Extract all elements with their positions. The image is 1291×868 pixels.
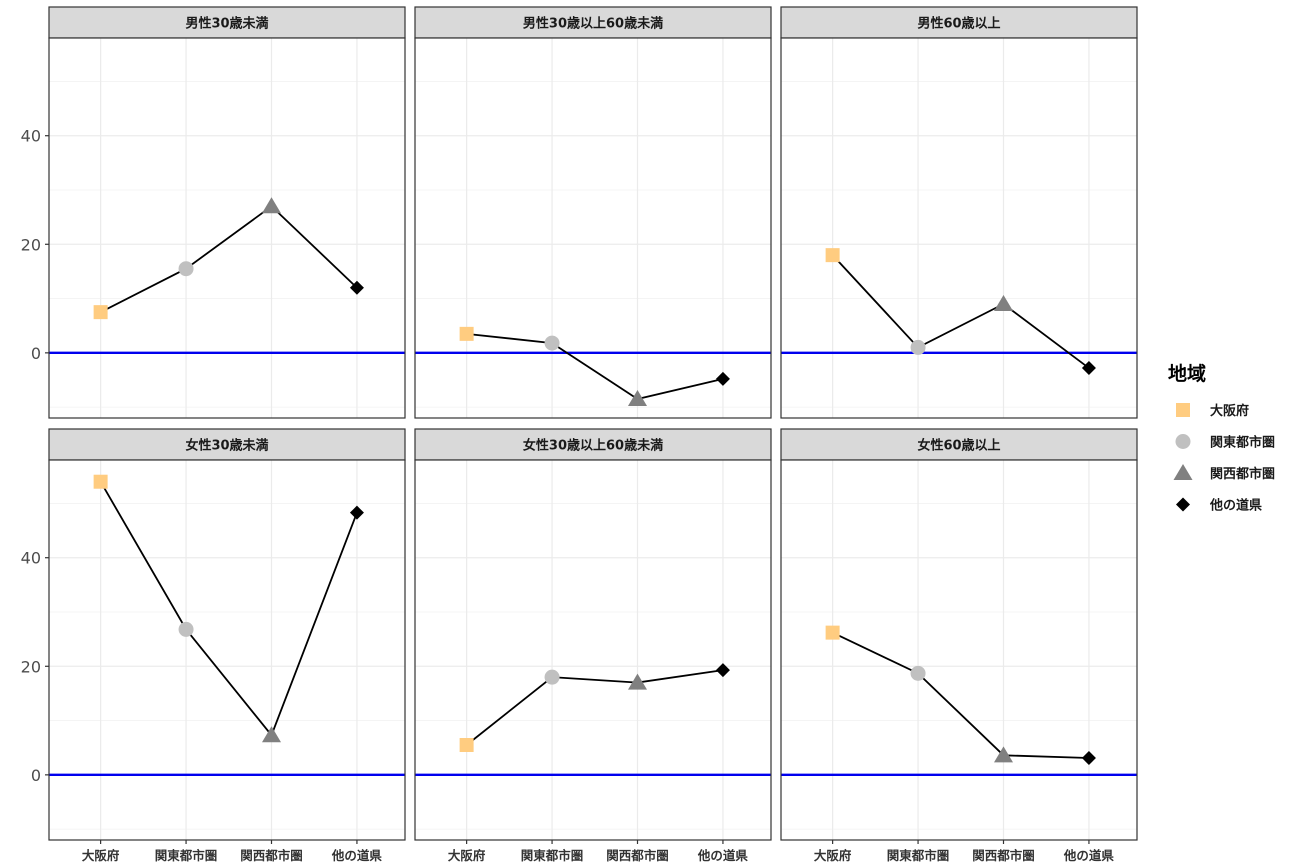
panel-background [415, 38, 771, 418]
data-point-4 [349, 280, 364, 295]
data-point-3 [262, 197, 281, 214]
legend-label: 関西都市圏 [1210, 466, 1275, 482]
panel-border [414, 459, 772, 841]
data-point-2 [910, 339, 926, 355]
x-tick-label: 他の道県 [697, 848, 749, 863]
data-point-2 [178, 621, 194, 637]
data-point-3 [994, 295, 1013, 311]
panel-border [48, 37, 406, 419]
x-tick-label: 他の道県 [331, 848, 383, 863]
facet-strip [414, 6, 772, 39]
facet-panel-1: 男性30歳未満 0 20 40 [21, 6, 406, 419]
x-tick-label: 関東都市圏 [521, 848, 584, 863]
legend-key-3 [1173, 464, 1193, 480]
series-line [466, 669, 724, 746]
x-tick-label: 大阪府 [82, 848, 120, 863]
legend-key-1 [1176, 403, 1190, 417]
panel-border [780, 459, 1138, 841]
series-line [100, 205, 358, 313]
panel-background [49, 38, 405, 418]
legend-key-4 [1176, 497, 1190, 512]
y-tick-label: 40 [21, 127, 41, 146]
series-line [831, 254, 1090, 369]
facet-title: 男性30歳以上60歳未満 [523, 16, 663, 32]
facet-panel-3: 男性60歳以上 [780, 6, 1138, 419]
data-point-4 [1081, 751, 1096, 766]
x-tick-label: 他の道県 [1063, 848, 1115, 863]
legend-title: 地域 [1168, 362, 1206, 385]
data-point-1 [93, 305, 108, 320]
facet-title: 男性30歳未満 [185, 16, 268, 32]
panel-background [49, 460, 405, 840]
x-tick-label: 大阪府 [448, 848, 486, 863]
x-tick-label: 大阪府 [814, 848, 852, 863]
data-point-2 [544, 335, 560, 351]
x-tick-label: 関西都市圏 [606, 848, 669, 863]
y-tick-label: 40 [21, 549, 41, 568]
facet-title: 女性30歳以上60歳未満 [523, 438, 663, 454]
data-point-1 [459, 326, 474, 341]
series-line [832, 631, 1089, 759]
series-line [99, 481, 358, 738]
facet-strip [780, 428, 1138, 461]
data-point-3 [628, 673, 647, 690]
data-point-1 [459, 738, 474, 752]
facet-title: 女性30歳未満 [185, 438, 268, 454]
data-point-2 [910, 665, 926, 681]
facet-title: 女性60歳以上 [917, 438, 1000, 454]
facet-strip [48, 428, 406, 461]
series-line [466, 332, 724, 400]
legend-label: 他の道県 [1209, 498, 1262, 514]
legend-label: 関東都市圏 [1210, 435, 1275, 451]
x-tick-label: 関西都市圏 [972, 848, 1035, 863]
data-point-4 [349, 505, 364, 520]
y-tick-label: 20 [21, 235, 41, 254]
facet-strip [414, 428, 772, 461]
data-point-2 [178, 261, 194, 277]
y-tick-label: 0 [31, 344, 41, 363]
data-point-4 [715, 371, 730, 386]
panel-border [48, 459, 406, 841]
facet-strip [48, 6, 406, 39]
data-point-2 [544, 669, 560, 685]
y-tick-label: 20 [21, 657, 41, 676]
legend-key-2 [1175, 434, 1191, 449]
data-point-4 [715, 663, 730, 678]
panel-background [781, 460, 1137, 840]
data-point-3 [628, 390, 647, 406]
data-point-1 [825, 625, 840, 640]
y-tick-label: 0 [31, 766, 41, 785]
facet-panel-2: 男性30歳以上60歳未満 [414, 6, 772, 419]
data-point-3 [262, 726, 281, 743]
x-tick-label: 関東都市圏 [155, 848, 218, 863]
data-point-1 [93, 474, 108, 489]
data-point-3 [994, 746, 1013, 763]
facet-title: 男性60歳以上 [917, 16, 1000, 32]
x-tick-label: 関西都市圏 [240, 848, 303, 863]
panel-background [781, 38, 1137, 418]
x-tick-label: 関東都市圏 [887, 848, 950, 863]
data-point-4 [1081, 361, 1096, 376]
panel-border [780, 37, 1138, 419]
data-point-1 [825, 248, 840, 263]
legend-label: 大阪府 [1210, 403, 1249, 419]
facet-panel-4: 女性30歳未満 0 20 40 大阪府 関東都市圏 関西都市圏 他の道県 [21, 428, 406, 863]
panel-background [415, 460, 771, 840]
facet-strip [780, 6, 1138, 39]
panel-border [414, 37, 772, 419]
